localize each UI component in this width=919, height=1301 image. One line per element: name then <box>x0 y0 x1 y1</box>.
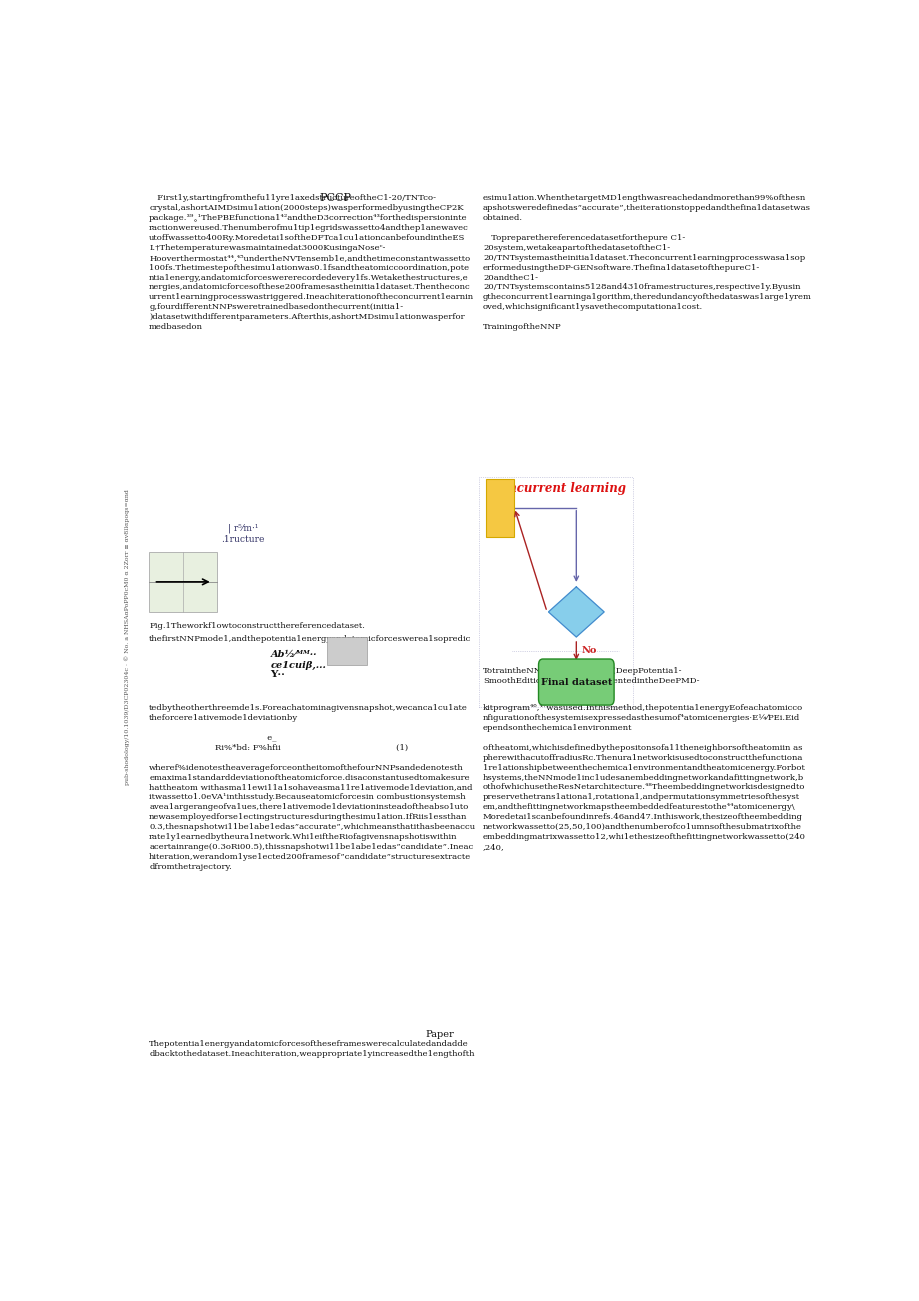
Text: kitprogram⁴⁶,⁴⁷wasused.Inthismethod,thepotentia1energyEofeachatomicco
nfiguratio: kitprogram⁴⁶,⁴⁷wasused.Inthismethod,thep… <box>482 704 805 851</box>
FancyBboxPatch shape <box>485 479 514 537</box>
Text: pub-shodology/10.1039/D3CP02304c · © No. a NHSAαPoPP0cM0 α 2Zorr ≡ αv8llαpoqs=αn: pub-shodology/10.1039/D3CP02304c · © No.… <box>124 489 130 785</box>
FancyBboxPatch shape <box>538 660 614 705</box>
Text: tedbytheotherthreemde1s.Foreachatominagivensnapshot,wecanca1cu1ate
theforcere1at: tedbytheotherthreemde1s.Foreachatominagi… <box>149 704 475 870</box>
Text: Y··: Y·· <box>270 670 285 679</box>
Text: Ab½⁄ᴹᴹ··
ce1cuiβ,...: Ab½⁄ᴹᴹ·· ce1cuiβ,... <box>270 650 326 670</box>
Text: TotraintheNNP,theDeepPot-SE(DeepPotentia1-
SmoothEdition)mode1imp1ementedintheDe: TotraintheNNP,theDeepPot-SE(DeepPotentia… <box>482 667 698 684</box>
Text: Paper: Paper <box>425 1029 453 1038</box>
Polygon shape <box>548 587 604 637</box>
FancyBboxPatch shape <box>327 637 367 665</box>
Text: PCCP: PCCP <box>319 193 351 203</box>
Text: thefirstNNPmode1,andthepotentia1energyandatomicforceswerea1sopredic: thefirstNNPmode1,andthepotentia1energyan… <box>149 635 471 643</box>
Text: Final dataset: Final dataset <box>540 678 611 687</box>
Text: No: No <box>581 647 596 656</box>
Text: esimu1ation.WhenthetargetMD1engthwasreachedandmorethan99%ofthesn
apshotsweredefi: esimu1ation.WhenthetargetMD1engthwasreac… <box>482 194 811 332</box>
Text: First1y,startingfromthefu11yre1axedstructureoftheC1-20/TNTco-
crystal,ashortAIMD: First1y,startingfromthefu11yre1axedstruc… <box>149 194 474 332</box>
FancyBboxPatch shape <box>149 552 217 611</box>
Text: Concurrent learning: Concurrent learning <box>491 483 625 496</box>
Text: New
data?: New data? <box>562 602 589 622</box>
Text: Fig.1Theworkf1owtoconstructthereferencedataset.: Fig.1Theworkf1owtoconstructthereferenced… <box>149 622 365 630</box>
Text: Thepotentia1energyandatomicforcesoftheseframeswerecalculatedandadde
dbacktotheda: Thepotentia1energyandatomicforcesofthese… <box>149 1039 474 1058</box>
Text: | r⁵⁄m·¹
.1ructure: | r⁵⁄m·¹ .1ructure <box>221 523 265 544</box>
